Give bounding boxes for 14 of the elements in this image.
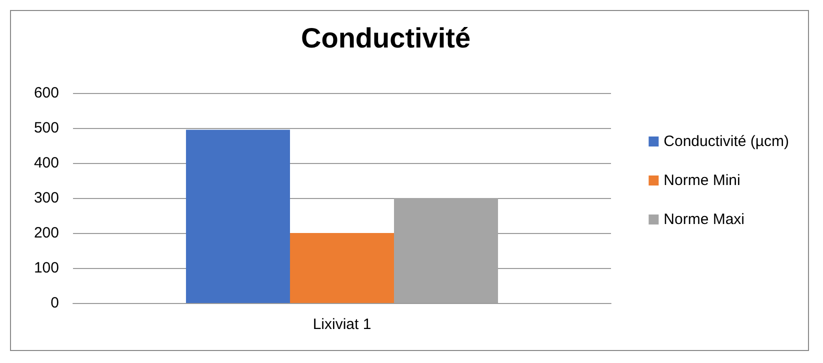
y-tick-label: 400 [34,154,59,172]
x-tick-label: Lixiviat 1 [312,316,372,333]
bar [186,130,290,303]
legend-label: Conductivité (µcm) [664,133,790,150]
chart-title: Conductivité [301,22,471,54]
y-tick-label: 500 [34,120,59,136]
bar [290,233,394,303]
y-tick-label: 100 [34,260,59,276]
y-tick-label: 600 [34,84,59,102]
y-tick-label: 0 [50,294,59,312]
legend-label: Norme Maxi [664,211,745,228]
legend-label: Norme Mini [664,172,740,189]
y-tick-label: 200 [34,224,59,242]
y-tick-label: 300 [34,190,59,206]
